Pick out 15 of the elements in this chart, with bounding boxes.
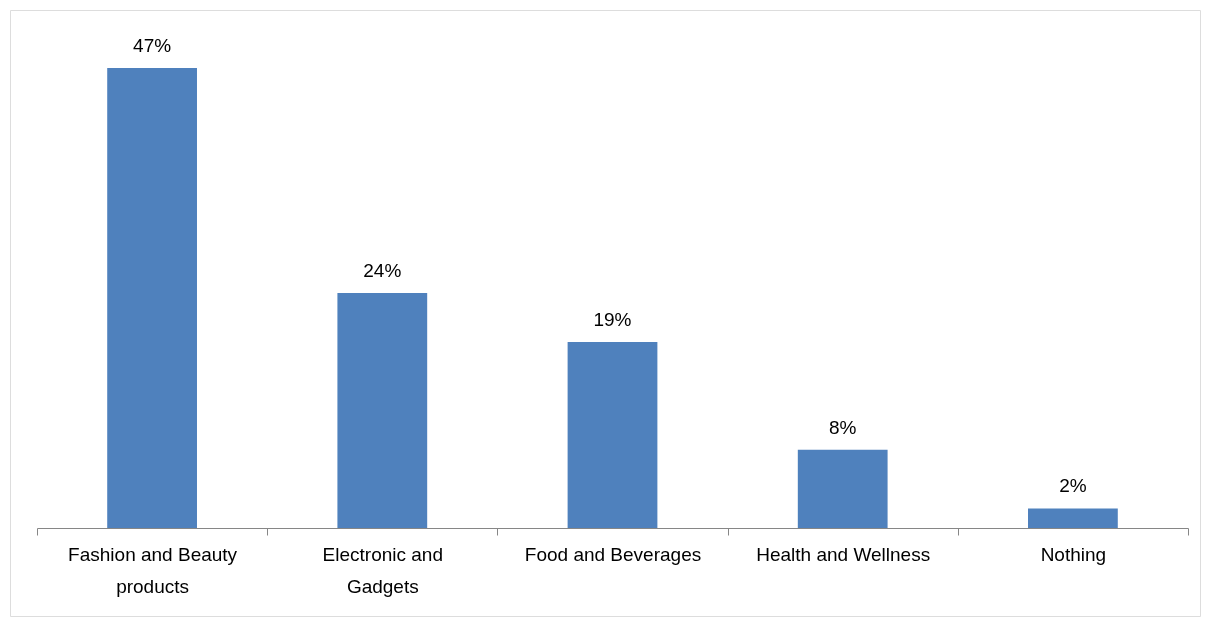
data-label: 8% bbox=[828, 416, 857, 438]
x-tick-label: Electronic and Gadgets bbox=[322, 543, 443, 597]
data-label: 47% bbox=[133, 35, 172, 56]
bar bbox=[797, 449, 888, 528]
x-tick-label: Health and Wellness bbox=[756, 543, 931, 565]
bar bbox=[107, 68, 197, 528]
x-tick-label: Food and Beverages bbox=[524, 543, 702, 565]
data-label: 2% bbox=[1059, 475, 1087, 497]
data-label: 24% bbox=[363, 260, 402, 282]
bar bbox=[567, 342, 658, 528]
bar bbox=[337, 293, 428, 528]
x-tick-label: Fashion and Beauty products bbox=[68, 543, 238, 597]
x-tick-label: Nothing bbox=[1040, 543, 1107, 565]
data-label: 19% bbox=[593, 309, 632, 331]
bar bbox=[1028, 508, 1118, 528]
